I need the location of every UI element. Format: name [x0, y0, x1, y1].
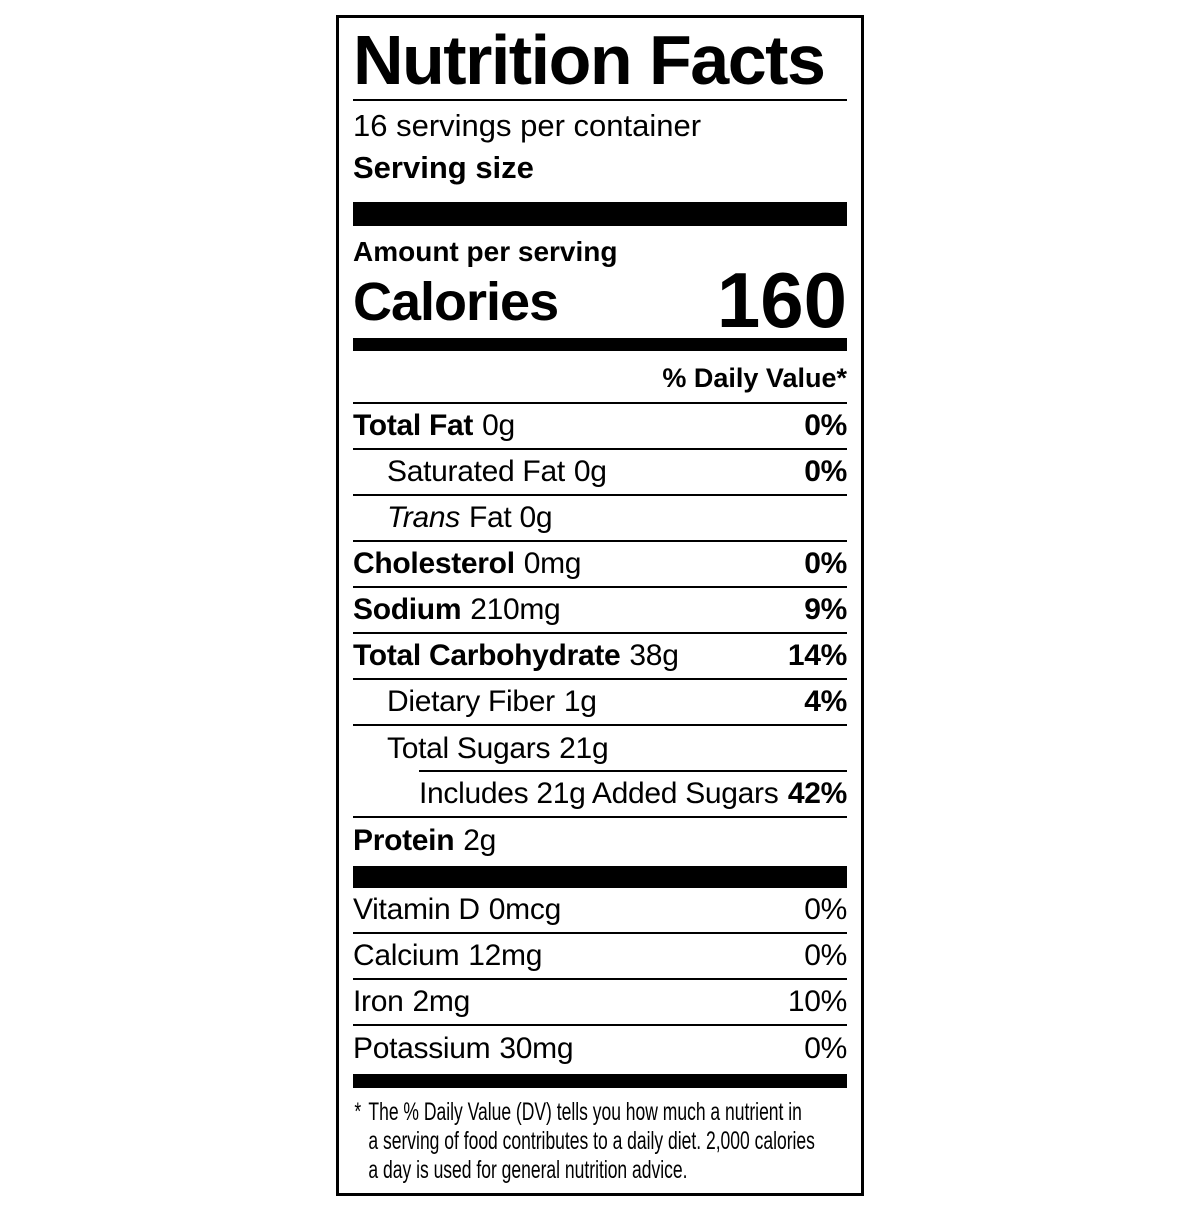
nutrient-dv: 42%: [787, 777, 847, 810]
footnote-line: a day is used for general nutrition advi…: [368, 1156, 688, 1184]
nutrient-dv: 0%: [804, 409, 847, 442]
vitamin-amount: 12mg: [468, 939, 543, 972]
nutrient-name: Protein 2g: [353, 824, 497, 857]
nutrient-name: Includes 21g Added Sugars: [419, 777, 779, 810]
vitamin-name: Potassium 30mg: [353, 1032, 574, 1065]
nutrient-amount: 210mg: [470, 593, 561, 626]
vitamin-dv: 0%: [804, 1032, 847, 1065]
nutrient-row-total-sugars: Total Sugars 21g: [353, 726, 847, 772]
footnote-line: a serving of food contributes to a daily…: [368, 1127, 815, 1155]
nutrient-dv: 0%: [804, 455, 847, 488]
daily-value-header: % Daily Value*: [353, 351, 847, 404]
vitamin-name: Vitamin D 0mcg: [353, 893, 561, 926]
nutrition-facts-label: Nutrition Facts 16 servings per containe…: [336, 15, 864, 1196]
vitamin-row-potassium: Potassium 30mg 0%: [353, 1026, 847, 1072]
footnote-asterisk: *: [354, 1098, 362, 1126]
vitamin-dv: 0%: [804, 939, 847, 972]
nutrient-name: Total Fat 0g: [353, 409, 515, 442]
vitamin-name: Iron 2mg: [353, 985, 471, 1018]
serving-size-label: Serving size: [353, 150, 534, 185]
nutrient-name: Total Carbohydrate 38g: [353, 639, 679, 672]
nutrient-row-saturated-fat: Saturated Fat 0g 0%: [353, 450, 847, 496]
daily-value-footnote: * The % Daily Value (DV) tells you how m…: [353, 1098, 847, 1185]
nutrient-row-dietary-fiber: Dietary Fiber 1g 4%: [353, 680, 847, 726]
vitamin-name: Calcium 12mg: [353, 939, 543, 972]
section-divider-bar-thick: [353, 202, 847, 226]
footnote-line: The % Daily Value (DV) tells you how muc…: [368, 1098, 802, 1126]
nutrient-row-added-sugars: Includes 21g Added Sugars 42%: [353, 770, 847, 818]
nutrient-dv: 0%: [804, 547, 847, 580]
nutrient-amount: 0mg: [523, 547, 582, 580]
nutrient-amount: 2g: [463, 824, 497, 857]
nutrient-name: Total Sugars 21g: [387, 732, 609, 765]
vitamin-dv: 0%: [804, 893, 847, 926]
vitamin-amount: 2mg: [412, 985, 471, 1018]
title-divider: [353, 99, 847, 101]
servings-per-container: 16 servings per container: [353, 108, 702, 143]
label-title: Nutrition Facts: [353, 21, 826, 99]
calories-divider-bar: [353, 338, 847, 351]
nutrient-amount: Fat 0g: [468, 501, 553, 534]
nutrient-row-total-fat: Total Fat 0g 0%: [353, 404, 847, 450]
nutrient-dv: 14%: [787, 639, 847, 672]
vitamin-amount: 0mcg: [488, 893, 561, 926]
nutrient-row-protein: Protein 2g: [353, 818, 847, 864]
nutrient-amount: 21g: [559, 732, 609, 765]
footnote-divider-bar: [353, 1074, 847, 1088]
nutrient-row-sodium: Sodium 210mg 9%: [353, 588, 847, 634]
vitamin-row-vitamin-d: Vitamin D 0mcg 0%: [353, 888, 847, 934]
vitamin-row-calcium: Calcium 12mg 0%: [353, 934, 847, 980]
nutrient-name: Dietary Fiber 1g: [387, 685, 597, 718]
nutrient-amount: 1g: [563, 685, 597, 718]
nutrient-row-total-carbohydrate: Total Carbohydrate 38g 14%: [353, 634, 847, 680]
calories-label: Calories: [353, 272, 559, 332]
nutrient-dv: 4%: [804, 685, 847, 718]
calories-value: 160: [716, 256, 847, 344]
nutrient-name: Saturated Fat 0g: [387, 455, 607, 488]
nutrient-amount: 0g: [482, 409, 515, 442]
nutrient-name: Sodium 210mg: [353, 593, 561, 626]
vitamin-dv: 10%: [787, 985, 847, 1018]
vitamin-row-iron: Iron 2mg 10%: [353, 980, 847, 1026]
vitamin-amount: 30mg: [499, 1032, 574, 1065]
nutrient-dv: 9%: [804, 593, 847, 626]
nutrient-amount: 38g: [629, 639, 679, 672]
section-divider-bar-thick: [353, 866, 847, 888]
nutrient-amount: 0g: [573, 455, 607, 488]
nutrient-name: Trans Fat 0g: [387, 501, 553, 534]
amount-per-serving-label: Amount per serving: [353, 236, 618, 267]
calories-row: Calories 160: [353, 256, 847, 344]
nutrient-name: Cholesterol 0mg: [353, 547, 582, 580]
nutrient-row-cholesterol: Cholesterol 0mg 0%: [353, 542, 847, 588]
nutrient-row-trans-fat: Trans Fat 0g: [353, 496, 847, 542]
